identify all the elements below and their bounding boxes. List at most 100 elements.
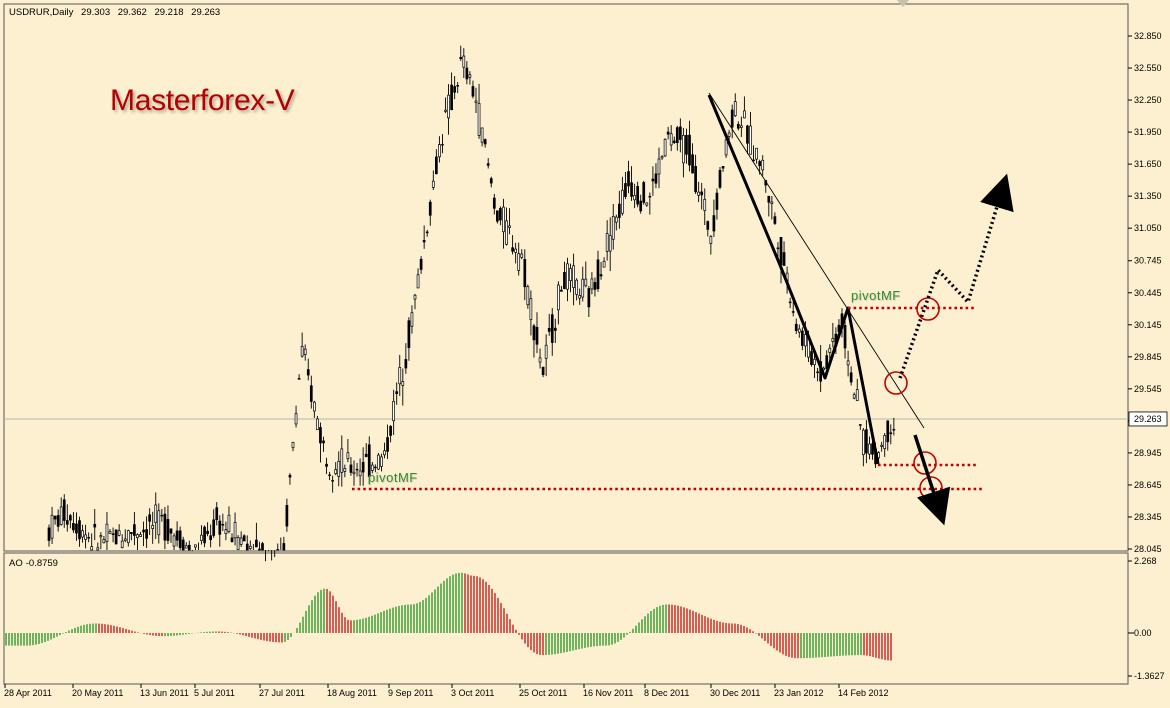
- candle-body: [734, 102, 736, 116]
- candle-body: [777, 248, 779, 249]
- candle-body: [722, 166, 724, 168]
- x-tick-label: 18 Aug 2011: [327, 688, 377, 698]
- x-tick-label: 30 Dec 2011: [710, 688, 760, 698]
- candle-body: [716, 193, 718, 209]
- candle-body: [567, 264, 569, 289]
- candle-body: [545, 345, 547, 358]
- candle-body: [246, 544, 248, 550]
- candle-body: [570, 269, 572, 281]
- candle-body: [438, 145, 440, 157]
- candle-body: [240, 538, 242, 544]
- candle-body: [844, 325, 846, 348]
- candle-body: [847, 361, 849, 365]
- candle-body: [466, 68, 468, 79]
- candle-body: [728, 133, 730, 137]
- candle-body: [554, 328, 556, 330]
- candle-body: [789, 302, 791, 303]
- candle-body: [881, 445, 883, 446]
- candle-body: [51, 515, 53, 538]
- candle-body: [621, 190, 623, 213]
- candle-body: [801, 331, 803, 345]
- candle-body: [66, 521, 68, 525]
- candle-body: [557, 285, 559, 310]
- candle-body: [417, 275, 419, 288]
- candle-body: [307, 370, 309, 375]
- candle-body: [695, 166, 697, 191]
- candle-body: [884, 435, 886, 448]
- candle-body: [204, 527, 206, 543]
- candle-body: [91, 547, 93, 550]
- candle-body: [518, 254, 520, 271]
- candle-body: [475, 101, 477, 103]
- candle-body: [234, 522, 236, 537]
- candle-body: [524, 259, 526, 286]
- candle-body: [167, 519, 169, 540]
- candle-body: [426, 232, 428, 233]
- candle-body: [152, 525, 154, 528]
- y-tick-label: 29.845: [1134, 352, 1162, 362]
- x-tick-label: 8 Dec 2011: [644, 688, 689, 698]
- trend-zigzag-line: [709, 95, 878, 464]
- candle-body: [390, 426, 392, 435]
- candle-body: [188, 545, 190, 550]
- candle-body: [353, 472, 355, 474]
- candle-body: [454, 86, 456, 92]
- candle-body: [563, 272, 565, 288]
- candle-body: [133, 525, 135, 536]
- candle-body: [573, 266, 575, 288]
- candle-body: [332, 480, 334, 481]
- candle-body: [222, 524, 224, 525]
- candle-body: [194, 545, 196, 547]
- candle-body: [887, 421, 889, 442]
- candle-body: [359, 471, 361, 476]
- candle-body: [661, 157, 663, 158]
- candle-body: [298, 378, 300, 379]
- candle-body: [97, 548, 99, 550]
- candle-body: [155, 505, 157, 523]
- candle-body: [868, 444, 870, 454]
- candle-body: [594, 282, 596, 289]
- candle-body: [402, 382, 404, 386]
- y-tick-label: 31.050: [1134, 223, 1162, 233]
- candle-body: [100, 536, 102, 537]
- y-tick-label: 28.045: [1134, 544, 1162, 554]
- open-value: 29.303: [81, 7, 110, 18]
- candle-body: [792, 312, 794, 313]
- candle-body: [487, 164, 489, 166]
- candle-body: [60, 507, 62, 525]
- candle-body: [380, 457, 382, 467]
- candle-body: [329, 475, 331, 476]
- candle-body: [771, 202, 773, 204]
- candle-body: [377, 455, 379, 469]
- x-tick-label: 3 Oct 2011: [451, 688, 494, 698]
- candle-body: [856, 390, 858, 401]
- x-tick-label: 5 Jul 2011: [194, 688, 235, 698]
- candle-body: [286, 505, 288, 526]
- candle-body: [811, 352, 813, 365]
- candle-body: [121, 541, 123, 547]
- candle-body: [704, 199, 706, 210]
- candle-body: [676, 128, 678, 143]
- candle-body: [859, 425, 861, 426]
- candle-body: [740, 126, 742, 128]
- candle-body: [207, 531, 209, 534]
- candle-body: [832, 338, 834, 341]
- candle-body: [57, 515, 59, 526]
- candle-body: [890, 433, 892, 434]
- candle-body: [713, 216, 715, 231]
- candle-body: [115, 530, 117, 544]
- candle-body: [304, 349, 306, 354]
- candle-body: [774, 217, 776, 224]
- candle-body: [262, 544, 264, 550]
- ao-pane-frame: [4, 553, 1128, 684]
- candle-body: [725, 140, 727, 155]
- candle-body: [582, 279, 584, 297]
- candle-body: [341, 449, 343, 472]
- candle-body: [75, 524, 77, 533]
- candle-body: [420, 259, 422, 269]
- candle-body: [374, 467, 376, 468]
- candle-body: [319, 428, 321, 443]
- candle-body: [146, 530, 148, 539]
- y-tick-label: 28.945: [1134, 448, 1162, 458]
- candle-body: [356, 469, 358, 470]
